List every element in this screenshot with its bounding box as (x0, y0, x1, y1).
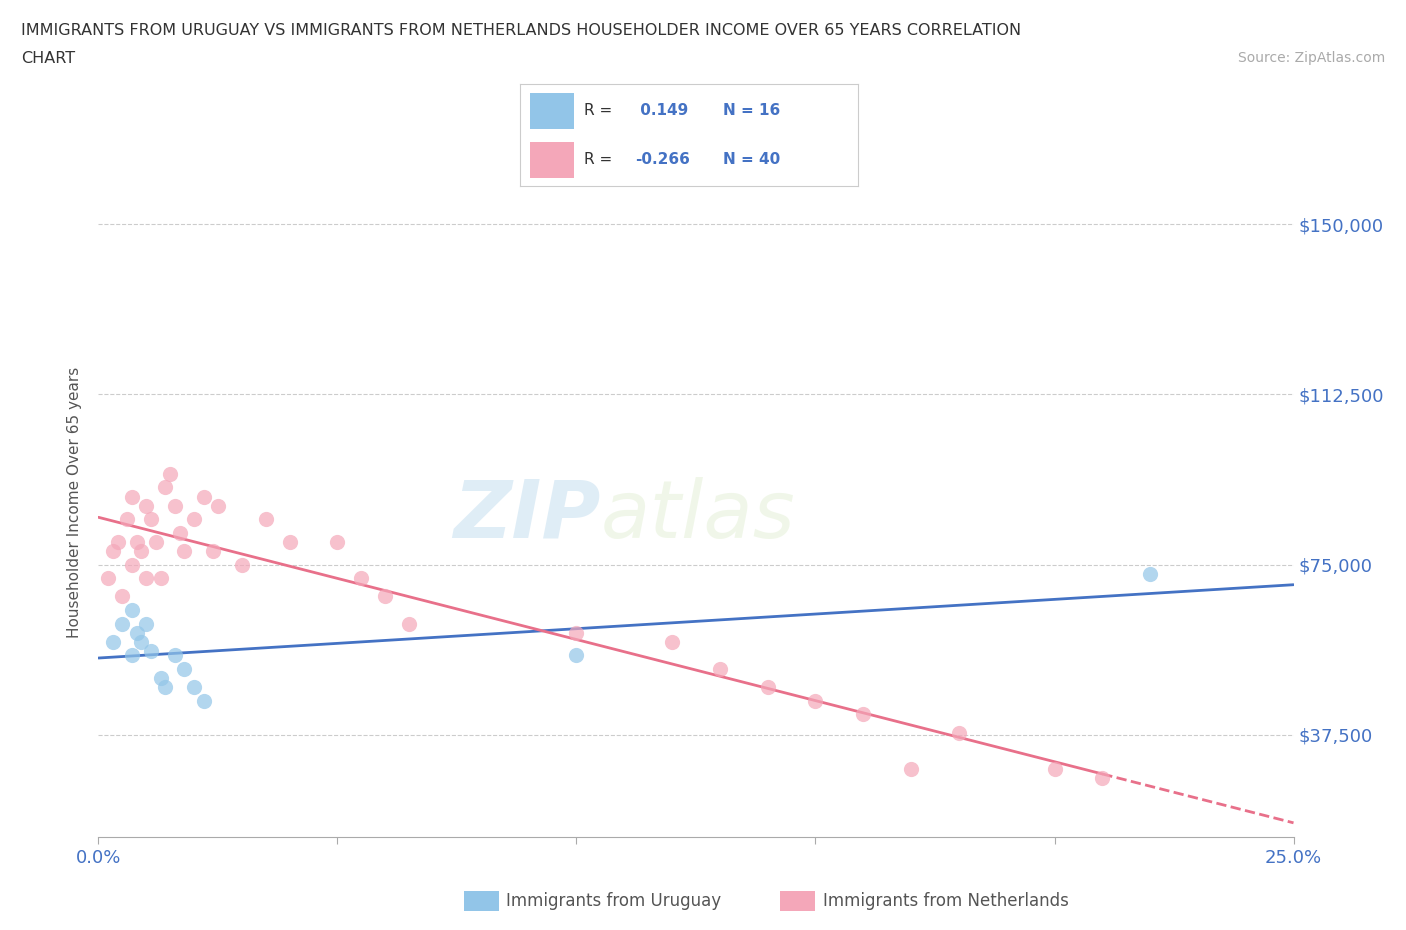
Point (111, 589, 134, 604)
Point (131, 634, 153, 649)
Point (193, 694, 215, 709)
Point (145, 535, 167, 550)
Point (193, 489, 215, 504)
Point (121, 557, 143, 572)
Point (374, 589, 396, 604)
Point (852, 707, 875, 722)
Point (900, 762, 922, 777)
Point (135, 498, 157, 513)
Point (1091, 771, 1114, 786)
Point (231, 557, 253, 572)
Point (139, 512, 162, 526)
Point (278, 535, 301, 550)
Point (350, 571, 373, 586)
FancyBboxPatch shape (530, 142, 574, 178)
Point (125, 535, 148, 550)
Text: Immigrants from Uruguay: Immigrants from Uruguay (506, 892, 721, 910)
Text: IMMIGRANTS FROM URUGUAY VS IMMIGRANTS FROM NETHERLANDS HOUSEHOLDER INCOME OVER 6: IMMIGRANTS FROM URUGUAY VS IMMIGRANTS FR… (21, 23, 1021, 38)
Point (173, 661, 195, 676)
Point (149, 571, 172, 586)
Point (121, 489, 143, 504)
Point (804, 694, 827, 709)
Point (111, 617, 134, 631)
Text: -0.266: -0.266 (636, 152, 690, 166)
Point (1139, 566, 1161, 581)
Point (756, 680, 779, 695)
Point (1043, 762, 1066, 777)
Point (565, 648, 588, 663)
Text: CHART: CHART (21, 51, 75, 66)
Point (254, 512, 277, 526)
Point (163, 498, 186, 513)
Text: Immigrants from Netherlands: Immigrants from Netherlands (823, 892, 1069, 910)
Point (131, 543, 153, 558)
Point (115, 512, 138, 526)
Point (159, 466, 181, 481)
Point (97, 571, 120, 586)
Point (101, 634, 124, 649)
Point (183, 512, 205, 526)
Point (948, 725, 970, 740)
Text: Source: ZipAtlas.com: Source: ZipAtlas.com (1237, 51, 1385, 65)
Point (135, 571, 157, 586)
Point (139, 644, 162, 658)
Point (155, 680, 177, 695)
Text: atlas: atlas (600, 476, 796, 554)
Point (121, 603, 143, 618)
Point (121, 648, 143, 663)
Point (398, 617, 420, 631)
Point (169, 525, 191, 540)
Point (135, 617, 157, 631)
Point (155, 480, 177, 495)
Y-axis label: Householder Income Over 65 years: Householder Income Over 65 years (67, 366, 83, 638)
Point (202, 543, 225, 558)
Point (107, 535, 129, 550)
Point (163, 648, 186, 663)
Point (149, 671, 172, 685)
Point (661, 634, 683, 649)
Point (173, 543, 195, 558)
FancyBboxPatch shape (530, 93, 574, 128)
Text: N = 16: N = 16 (723, 103, 780, 118)
Point (326, 535, 349, 550)
Text: N = 40: N = 40 (723, 152, 780, 166)
Point (207, 498, 229, 513)
Point (125, 625, 148, 640)
Point (183, 680, 205, 695)
Point (565, 625, 588, 640)
Text: 0.149: 0.149 (636, 103, 688, 118)
Text: ZIP: ZIP (453, 476, 600, 554)
Point (709, 661, 731, 676)
Text: R =: R = (585, 103, 613, 118)
Point (101, 543, 124, 558)
Text: R =: R = (585, 152, 613, 166)
